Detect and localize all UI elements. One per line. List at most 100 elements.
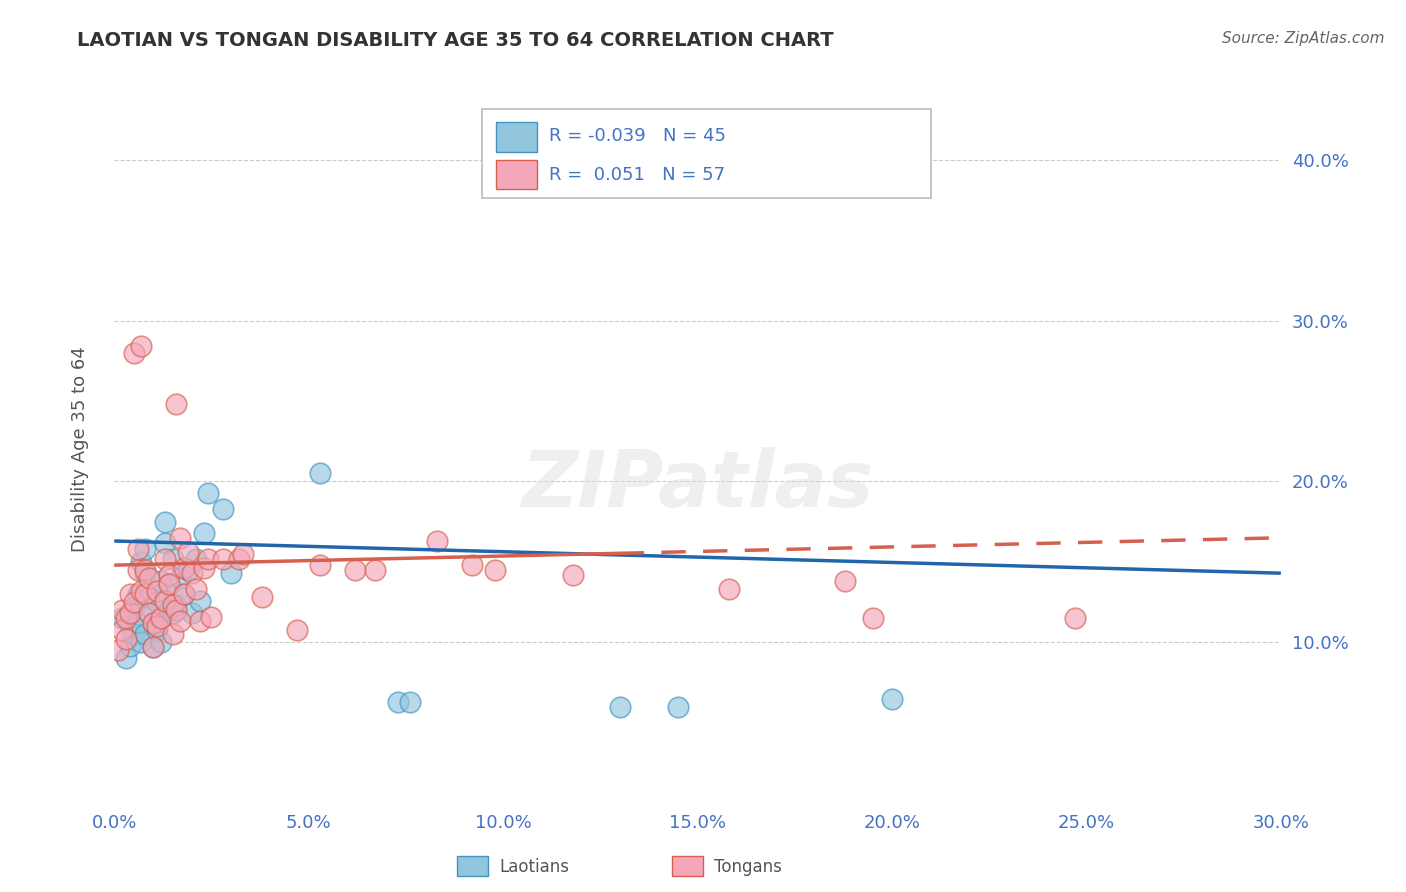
Point bbox=[146, 583, 169, 598]
Point bbox=[484, 563, 506, 577]
Point bbox=[177, 563, 200, 577]
Point bbox=[212, 551, 235, 566]
Point bbox=[153, 593, 176, 607]
Point bbox=[157, 577, 180, 591]
Point bbox=[166, 599, 188, 613]
Point bbox=[181, 566, 204, 581]
Point bbox=[309, 467, 332, 481]
Point bbox=[862, 611, 884, 625]
FancyBboxPatch shape bbox=[482, 110, 931, 198]
Point bbox=[111, 611, 134, 625]
Point bbox=[142, 616, 165, 631]
Point bbox=[127, 587, 149, 601]
Point bbox=[181, 607, 204, 621]
Point bbox=[344, 563, 367, 577]
Point bbox=[609, 699, 631, 714]
Point bbox=[127, 616, 149, 631]
Point bbox=[134, 627, 156, 641]
Point bbox=[157, 567, 180, 582]
Text: LAOTIAN VS TONGAN DISABILITY AGE 35 TO 64 CORRELATION CHART: LAOTIAN VS TONGAN DISABILITY AGE 35 TO 6… bbox=[77, 31, 834, 50]
Point bbox=[250, 591, 273, 605]
Point bbox=[426, 534, 449, 549]
Point bbox=[134, 587, 156, 601]
Point bbox=[142, 640, 165, 655]
Point bbox=[153, 551, 176, 566]
Point bbox=[149, 635, 172, 649]
Point bbox=[146, 623, 169, 637]
Point bbox=[149, 611, 172, 625]
Point bbox=[173, 587, 195, 601]
Point bbox=[118, 607, 141, 621]
Point bbox=[398, 695, 420, 709]
Point bbox=[193, 525, 215, 540]
Point bbox=[157, 603, 180, 617]
Point bbox=[134, 566, 156, 581]
Point bbox=[131, 635, 153, 649]
Point bbox=[122, 627, 145, 641]
Point bbox=[184, 551, 207, 566]
Point bbox=[138, 571, 160, 585]
Text: ZIPatlas: ZIPatlas bbox=[522, 447, 873, 523]
Point bbox=[107, 643, 129, 657]
Point bbox=[173, 587, 195, 601]
Point bbox=[387, 695, 409, 709]
Point bbox=[153, 515, 176, 529]
Point bbox=[142, 640, 165, 655]
Point bbox=[219, 566, 242, 581]
Point bbox=[122, 595, 145, 609]
Point bbox=[131, 339, 153, 353]
Point bbox=[162, 551, 184, 566]
Point bbox=[127, 563, 149, 577]
Text: Laotians: Laotians bbox=[499, 858, 569, 876]
Point bbox=[666, 699, 689, 714]
Point bbox=[138, 607, 160, 621]
Point bbox=[162, 627, 184, 641]
Point bbox=[162, 607, 184, 621]
Y-axis label: Disability Age 35 to 64: Disability Age 35 to 64 bbox=[72, 346, 89, 552]
Point bbox=[122, 599, 145, 614]
Point bbox=[118, 619, 141, 633]
Point bbox=[232, 547, 254, 561]
Point bbox=[197, 485, 219, 500]
Point bbox=[134, 563, 156, 577]
Point bbox=[188, 593, 211, 607]
Point bbox=[138, 591, 160, 605]
Point bbox=[142, 616, 165, 631]
Point bbox=[562, 567, 585, 582]
Point bbox=[166, 397, 188, 411]
Point bbox=[1063, 611, 1085, 625]
Point bbox=[149, 574, 172, 589]
Point bbox=[146, 619, 169, 633]
Point bbox=[364, 563, 387, 577]
Point bbox=[157, 577, 180, 591]
Point bbox=[228, 551, 250, 566]
Text: R = -0.039   N = 45: R = -0.039 N = 45 bbox=[550, 128, 727, 145]
Point bbox=[111, 623, 134, 637]
Point bbox=[134, 542, 156, 557]
Point bbox=[169, 531, 191, 545]
Point bbox=[166, 603, 188, 617]
Point bbox=[200, 609, 222, 624]
Point bbox=[115, 651, 138, 665]
FancyBboxPatch shape bbox=[496, 160, 537, 189]
Text: R =  0.051   N = 57: R = 0.051 N = 57 bbox=[550, 166, 725, 184]
Point bbox=[138, 607, 160, 621]
Point bbox=[127, 542, 149, 557]
Point bbox=[461, 558, 484, 573]
FancyBboxPatch shape bbox=[496, 122, 537, 152]
Point bbox=[193, 561, 215, 575]
Text: Source: ZipAtlas.com: Source: ZipAtlas.com bbox=[1222, 31, 1385, 46]
Point bbox=[115, 632, 138, 647]
Point bbox=[173, 561, 195, 575]
Point bbox=[153, 535, 176, 549]
Point bbox=[118, 639, 141, 653]
Point bbox=[146, 595, 169, 609]
Point bbox=[880, 691, 903, 706]
Point bbox=[285, 623, 308, 637]
Point bbox=[169, 571, 191, 585]
Point bbox=[162, 599, 184, 613]
Point bbox=[184, 582, 207, 597]
Point bbox=[188, 615, 211, 629]
Point bbox=[197, 551, 219, 566]
Point bbox=[309, 558, 332, 573]
